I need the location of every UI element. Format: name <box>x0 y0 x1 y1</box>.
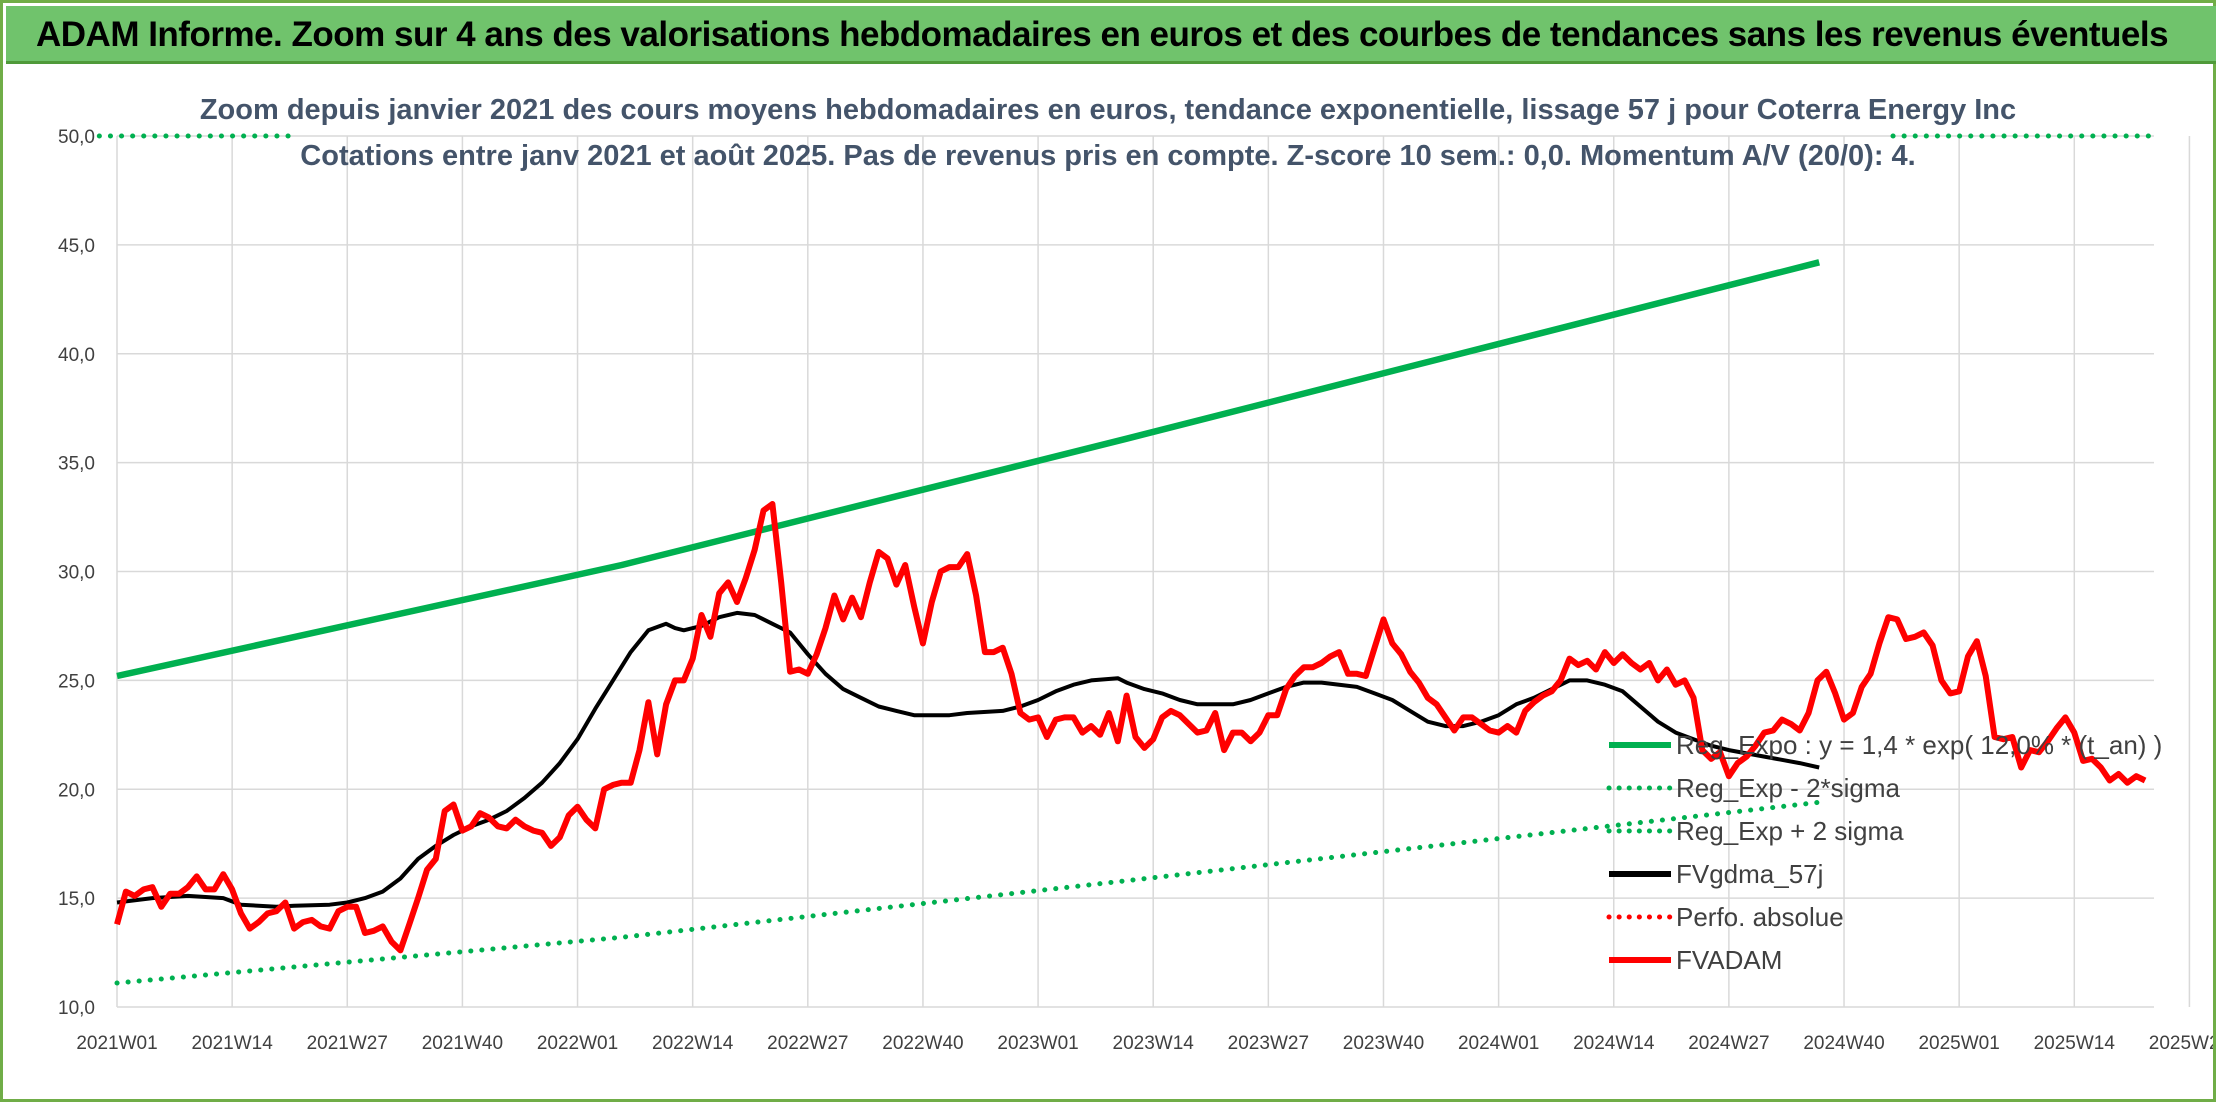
y-tick-label: 15,0 <box>58 889 95 910</box>
legend-label: Reg_Exp - 2*sigma <box>1676 773 1901 803</box>
series-fvadam <box>114 501 2147 954</box>
legend-label: Perfo. absolue <box>1676 902 1844 932</box>
legend-label: Reg_Exp + 2 sigma <box>1676 816 1904 846</box>
page-title: ADAM Informe. Zoom sur 4 ans des valoris… <box>36 15 2169 54</box>
x-tick-label: 2023W27 <box>1228 1033 1309 1054</box>
x-tick-label: 2024W01 <box>1458 1033 1539 1054</box>
x-tick-label: 2024W14 <box>1573 1033 1655 1054</box>
x-tick-label: 2025W27 <box>2149 1033 2213 1054</box>
chart-subtitle: Cotations entre janv 2021 et août 2025. … <box>300 140 1915 172</box>
x-tick-label: 2022W14 <box>652 1033 734 1054</box>
y-tick-label: 50,0 <box>58 127 95 148</box>
series-group <box>96 133 2147 986</box>
x-tick-label: 2022W40 <box>882 1033 963 1054</box>
x-tick-label: 2021W40 <box>422 1033 503 1054</box>
y-axis-ticks: 10,0 15,0 20,0 25,0 30,0 35,0 40,0 45,0 50,0 <box>58 127 95 1019</box>
chart-title-group: Zoom depuis janvier 2021 des cours moyen… <box>200 94 2016 172</box>
legend-label: Reg_Expo : y = 1,4 * exp( 12,0% * (t_an)… <box>1676 730 2162 760</box>
x-tick-label: 2025W14 <box>2034 1033 2116 1054</box>
legend-label: FVADAM <box>1676 945 1782 975</box>
x-tick-label: 2025W01 <box>1918 1033 1999 1054</box>
series-fvgdma-57j <box>116 610 1820 909</box>
x-tick-label: 2024W27 <box>1688 1033 1769 1054</box>
x-tick-label: 2023W40 <box>1343 1033 1424 1054</box>
title-bar: ADAM Informe. Zoom sur 4 ans des valoris… <box>6 6 2216 64</box>
y-tick-label: 30,0 <box>58 563 95 584</box>
x-tick-label: 2021W27 <box>307 1033 388 1054</box>
legend: Reg_Expo : y = 1,4 * exp( 12,0% * (t_an)… <box>1606 730 2162 975</box>
x-tick-label: 2021W14 <box>191 1033 273 1054</box>
legend-label: FVgdma_57j <box>1676 859 1823 889</box>
y-tick-label: 40,0 <box>58 345 95 366</box>
chart-title: Zoom depuis janvier 2021 des cours moyen… <box>200 94 2016 126</box>
y-tick-label: 35,0 <box>58 454 95 475</box>
series-reg-exp-2-sigma <box>114 799 1822 986</box>
y-tick-label: 20,0 <box>58 780 95 801</box>
line-chart: 10,0 15,0 20,0 25,0 30,0 35,0 40,0 45,0 50,0 202… <box>58 94 2213 1054</box>
x-axis-ticks: 2021W01 2021W14 2021W27 2021W40 2022W01 2022W… <box>76 1033 2213 1054</box>
x-tick-label: 2023W01 <box>997 1033 1078 1054</box>
y-tick-label: 25,0 <box>58 671 95 692</box>
x-tick-label: 2022W27 <box>767 1033 848 1054</box>
series-reg-expo-y-1-4-exp-12-0-t-an <box>116 259 1821 680</box>
x-tick-label: 2024W40 <box>1803 1033 1884 1054</box>
y-tick-label: 10,0 <box>58 998 95 1019</box>
x-tick-label: 2022W01 <box>537 1033 618 1054</box>
x-tick-label: 2023W14 <box>1113 1033 1195 1054</box>
x-tick-label: 2021W01 <box>76 1033 157 1054</box>
y-tick-label: 45,0 <box>58 236 95 257</box>
